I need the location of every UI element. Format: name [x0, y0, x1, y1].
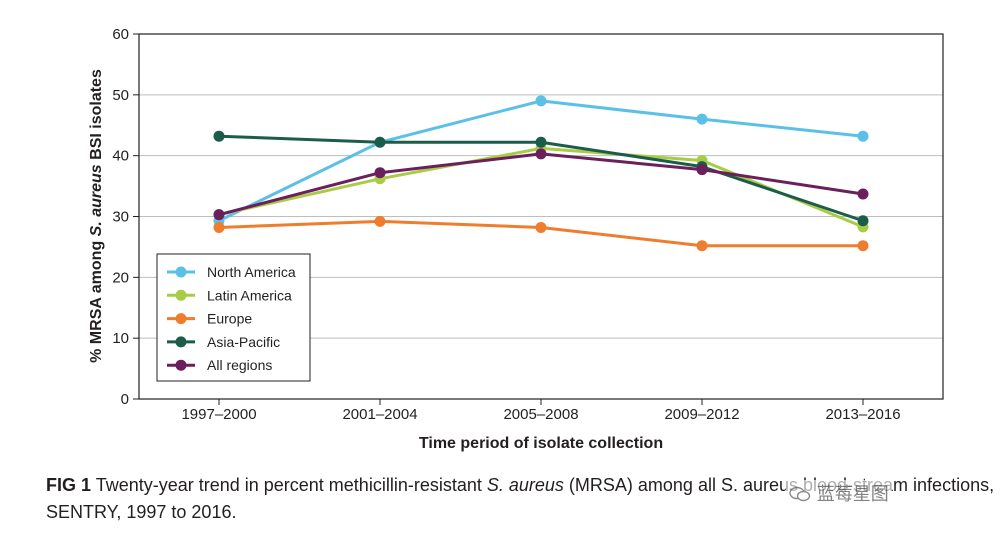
data-point-europe [213, 221, 225, 233]
legend: North America Latin America Europe Asia-Pac… [156, 253, 311, 382]
y-tick-label: 20 [112, 269, 129, 286]
series-all-regions [213, 148, 869, 221]
legend-entry-all-regions: All regions [167, 357, 272, 373]
data-point-asia-pacific [535, 136, 547, 148]
legend-swatch-marker [175, 266, 187, 278]
watermark: 蓝莓星图 [786, 480, 892, 506]
data-point-europe [535, 221, 547, 233]
data-point-europe [696, 240, 708, 252]
legend-swatch-marker [175, 359, 187, 371]
data-point-europe [374, 215, 386, 227]
legend-swatch-marker [175, 336, 187, 348]
data-point-europe [857, 240, 869, 252]
y-tick-label: 40 [112, 148, 129, 165]
series-europe [213, 215, 869, 252]
legend-label: All regions [207, 357, 272, 373]
series-asia-pacific [213, 130, 869, 227]
x-axis-title: Time period of isolate collection [419, 435, 663, 452]
legend-label: Latin America [207, 287, 292, 303]
legend-entry-asia-pacific: Asia-Pacific [167, 334, 280, 350]
legend-entry-north-america: North America [167, 264, 296, 280]
data-point-all-regions [535, 148, 547, 160]
legend-label: North America [207, 264, 296, 280]
y-axis: 0 10 20 30 40 50 60 [112, 26, 139, 408]
data-point-all-regions [696, 164, 708, 176]
data-point-north-america [535, 95, 547, 107]
data-point-all-regions [857, 188, 869, 200]
legend-label: Europe [207, 311, 252, 327]
mrsa-trend-chart: 0 10 20 30 40 50 60 1997–2000 2001–2004 2005–200… [88, 26, 944, 452]
y-tick-label: 50 [112, 87, 129, 104]
legend-entry-latin-america: Latin America [167, 287, 292, 303]
series-north-america [213, 95, 869, 227]
x-tick-label: 2013–2016 [825, 406, 900, 423]
data-point-all-regions [374, 167, 386, 179]
data-point-north-america [857, 130, 869, 142]
x-axis: 1997–2000 2001–2004 2005–2008 2009–2012 2013… [181, 399, 901, 423]
wechat-icon [789, 486, 811, 502]
caption-label: FIG 1 [46, 475, 92, 495]
series-line-north-america [218, 99, 864, 223]
x-tick-label: 2005–2008 [503, 406, 578, 423]
y-tick-label: 10 [112, 330, 129, 347]
legend-swatch-marker [175, 289, 187, 301]
x-tick-label: 2001–2004 [342, 406, 417, 423]
series [213, 95, 869, 252]
y-axis-title: % MRSA among S. aureus BSI isolates [88, 69, 105, 363]
legend-label: Asia-Pacific [207, 334, 280, 350]
data-point-asia-pacific [857, 215, 869, 227]
legend-entry-europe: Europe [167, 311, 252, 327]
legend-swatch-marker [175, 313, 187, 325]
data-point-north-america [696, 113, 708, 125]
data-point-all-regions [213, 209, 225, 221]
data-point-asia-pacific [213, 130, 225, 142]
y-tick-label: 60 [112, 26, 129, 43]
y-tick-label: 0 [121, 391, 129, 408]
watermark-text: 蓝莓星图 [816, 484, 889, 505]
data-point-asia-pacific [374, 136, 386, 148]
series-line-all-regions [218, 152, 864, 217]
x-tick-label: 1997–2000 [181, 406, 256, 423]
y-tick-label: 30 [112, 209, 129, 226]
caption-italic: S. aureus [486, 475, 564, 495]
x-tick-label: 2009–2012 [664, 406, 739, 423]
